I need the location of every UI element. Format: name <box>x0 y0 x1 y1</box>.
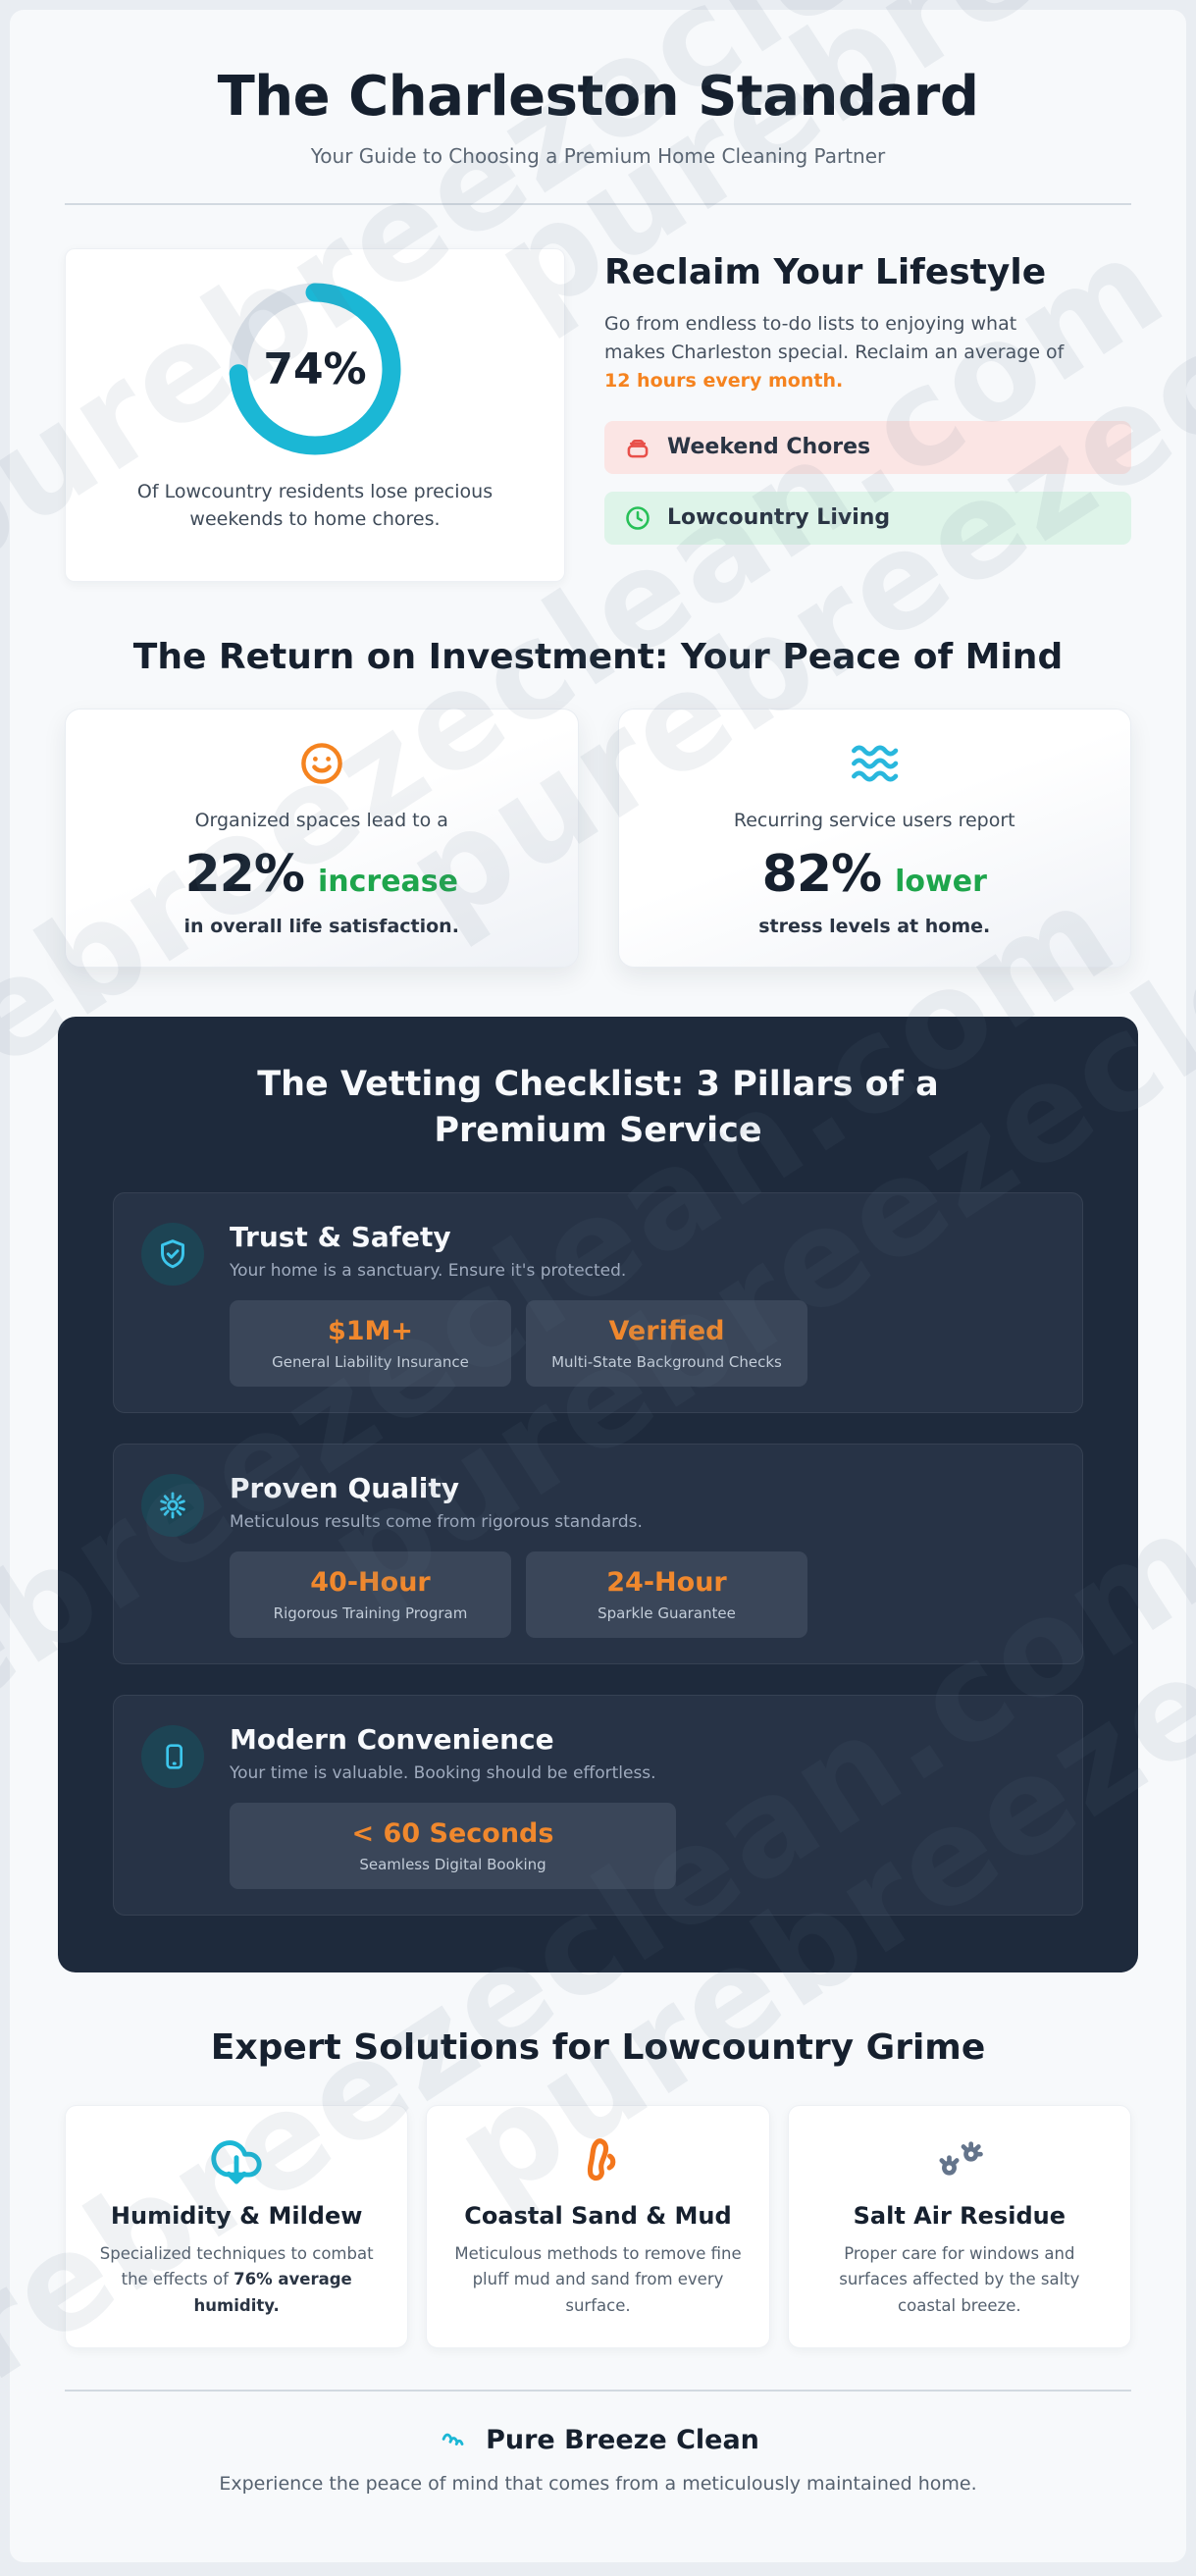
stat-booking-time: < 60 Seconds Seamless Digital Booking <box>230 1802 676 1889</box>
badge-label: Weekend Chores <box>667 435 871 460</box>
solution-title: Salt Air Residue <box>853 2201 1066 2230</box>
solution-body: Meticulous methods to remove fine pluff … <box>454 2243 742 2315</box>
stat-label: Sparkle Guarantee <box>598 1603 736 1622</box>
badge-lowcountry-living: Lowcountry Living <box>604 491 1131 545</box>
cloud-download-icon <box>211 2139 262 2183</box>
pillar-title: Proven Quality <box>230 1471 459 1504</box>
stat-background-checks: Verified Multi-State Background Checks <box>526 1299 807 1387</box>
donut-percent-label: 74% <box>263 343 367 394</box>
brand-name: Pure Breeze Clean <box>486 2424 759 2455</box>
hero-heading: Reclaim Your Lifestyle <box>604 252 1047 292</box>
hero-copy: Reclaim Your Lifestyle Go from endless t… <box>604 248 1131 582</box>
stat-label: General Liability Insurance <box>272 1352 469 1371</box>
sparkle-icon <box>160 1492 185 1518</box>
breeze-wave-icon <box>442 2433 464 2446</box>
stat-label: Rigorous Training Program <box>273 1603 468 1622</box>
footer: Pure Breeze Clean Experience the peace o… <box>65 2425 1131 2495</box>
stat-guarantee: 24-Hour Sparkle Guarantee <box>526 1551 807 1638</box>
hero-paragraph: Go from endless to-do lists to enjoying … <box>604 310 1075 395</box>
stat-value: $1M+ <box>327 1315 414 1346</box>
cleaning-caddy-icon <box>627 439 649 458</box>
pillar-trust-safety: Trust & Safety Your home is a sanctuary.… <box>113 1191 1083 1413</box>
donut-svg <box>229 283 401 455</box>
solution-body: Specialized techniques to combat the eff… <box>99 2243 374 2315</box>
roi-heading: The Return on Investment: Your Peace of … <box>132 637 1064 677</box>
roi-lead: Recurring service users report <box>733 810 1015 831</box>
waves-icon <box>852 745 899 782</box>
smartphone-icon <box>166 1743 182 1769</box>
roi-value: 82% <box>761 845 882 904</box>
donut-chart: 74% <box>229 283 401 455</box>
stat-label: Seamless Digital Booking <box>359 1855 546 1873</box>
solution-card-salt-air: Salt Air Residue Proper care for windows… <box>787 2104 1131 2348</box>
donut-arc <box>229 283 401 455</box>
solution-body-bold: 76% average humidity. <box>193 2270 352 2315</box>
roi-accent-word: lower <box>895 865 987 899</box>
solution-body: Proper care for windows and surfaces aff… <box>839 2243 1080 2315</box>
salt-grains-icon <box>939 2140 983 2176</box>
stat-label: Multi-State Background Checks <box>551 1352 782 1371</box>
pillar-modern-convenience: Modern Convenience Your time is valuable… <box>113 1694 1083 1916</box>
roi-tail: stress levels at home. <box>758 916 991 937</box>
solution-title: Coastal Sand & Mud <box>464 2201 732 2230</box>
badge-label: Lowcountry Living <box>667 505 891 531</box>
clock-icon <box>626 505 650 530</box>
solution-card-humidity: Humidity & Mildew Specialized techniques… <box>65 2104 409 2348</box>
stat-value: 24-Hour <box>606 1566 727 1598</box>
roi-accent-word: increase <box>317 865 458 899</box>
footer-tagline: Experience the peace of mind that comes … <box>219 2472 977 2495</box>
solutions-section: Expert Solutions for Lowcountry Grime Hu… <box>65 2027 1131 2348</box>
hero-highlight-text: 12 hours every month. <box>604 369 844 392</box>
footer-divider <box>65 2389 1131 2392</box>
smiley-icon <box>300 743 342 784</box>
roi-lead: Organized spaces lead to a <box>194 810 448 831</box>
header-divider <box>65 203 1131 205</box>
pillar-title: Trust & Safety <box>230 1220 451 1253</box>
page-title: The Charleston Standard <box>217 65 979 129</box>
stat-value: 40-Hour <box>310 1566 431 1598</box>
solution-card-sand-mud: Coastal Sand & Mud Meticulous methods to… <box>426 2104 770 2348</box>
stat-training: 40-Hour Rigorous Training Program <box>230 1551 511 1638</box>
pillar-subtitle: Your home is a sanctuary. Ensure it's pr… <box>230 1260 627 1281</box>
vetting-section: The Vetting Checklist: 3 Pillars of a Pr… <box>58 1017 1138 1972</box>
solutions-heading: Expert Solutions for Lowcountry Grime <box>210 2026 986 2068</box>
shield-check-icon <box>161 1238 184 1268</box>
pillar-subtitle: Meticulous results come from rigorous st… <box>230 1511 643 1532</box>
roi-card-stress: Recurring service users report 82% lower… <box>617 709 1131 968</box>
roi-card-satisfaction: Organized spaces lead to a 22% increase … <box>65 709 579 968</box>
roi-value: 22% <box>184 845 305 904</box>
roi-section: The Return on Investment: Your Peace of … <box>65 637 1131 968</box>
hero-section: 74% Of Lowcountry residents lose preciou… <box>65 248 1131 582</box>
solution-title: Humidity & Mildew <box>110 2201 363 2230</box>
stat-donut-card: 74% Of Lowcountry residents lose preciou… <box>65 248 565 582</box>
roi-cards: Organized spaces lead to a 22% increase … <box>65 709 1131 968</box>
pillar-title: Modern Convenience <box>230 1722 554 1756</box>
pillar-subtitle: Your time is valuable. Booking should be… <box>230 1762 656 1783</box>
donut-caption: Of Lowcountry residents lose precious we… <box>136 481 494 530</box>
badge-weekend-chores: Weekend Chores <box>604 420 1131 474</box>
hero-body-text: Go from endless to-do lists to enjoying … <box>604 313 1065 363</box>
stat-value: < 60 Seconds <box>351 1817 554 1849</box>
stat-value: Verified <box>608 1315 725 1346</box>
vetting-heading: The Vetting Checklist: 3 Pillars of a Pr… <box>257 1065 939 1151</box>
stat-insurance: $1M+ General Liability Insurance <box>230 1299 511 1387</box>
pillar-proven-quality: Proven Quality Meticulous results come f… <box>113 1443 1083 1664</box>
footprint-icon <box>588 2137 616 2181</box>
infographic-page: The Charleston Standard Your Guide to Ch… <box>10 10 1186 2562</box>
roi-tail: in overall life satisfaction. <box>183 916 459 937</box>
page-subtitle: Your Guide to Choosing a Premium Home Cl… <box>310 144 886 168</box>
